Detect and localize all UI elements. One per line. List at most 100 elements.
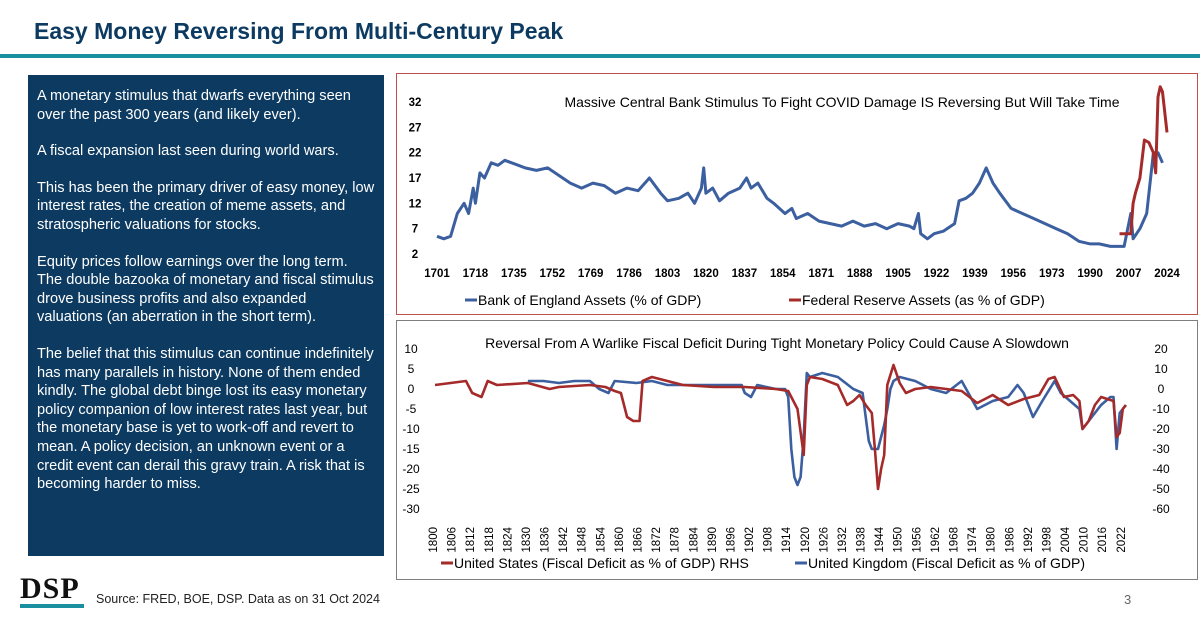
right-y-tick-label: -20 — [1152, 422, 1170, 436]
right-y-tick-label: 0 — [1158, 382, 1165, 396]
x-tick-label: 1956 — [1001, 268, 1027, 280]
x-tick-label: 1902 — [744, 527, 756, 553]
commentary-paragraph: This has been the primary driver of easy… — [37, 179, 375, 233]
x-tick-label: 2016 — [1097, 527, 1109, 553]
fed-assets-line — [1119, 85, 1169, 236]
x-tick-label: 1872 — [651, 527, 663, 553]
x-tick-label: 1938 — [856, 527, 868, 553]
y-tick-label: 17 — [409, 173, 422, 185]
y-tick-label: 22 — [409, 148, 422, 160]
right-y-tick-label: -10 — [1152, 402, 1170, 416]
chart-2-svg: Reversal From A Warlike Fiscal Deficit D… — [402, 335, 1170, 571]
right-y-tick-label: -40 — [1152, 462, 1170, 476]
x-tick-label: 1896 — [725, 527, 737, 553]
x-tick-label: 1926 — [818, 527, 830, 553]
x-tick-label: 1905 — [885, 268, 911, 280]
x-tick-label: 1932 — [837, 527, 849, 553]
left-y-tick-label: -5 — [406, 402, 417, 416]
x-tick-label: 2004 — [1060, 526, 1072, 552]
x-tick-label: 1854 — [770, 268, 796, 280]
y-tick-label: 7 — [412, 224, 418, 236]
x-tick-label: 2022 — [1116, 527, 1128, 553]
x-tick-label: 1752 — [539, 268, 565, 280]
boe-assets-line — [436, 151, 1164, 248]
page-title: Easy Money Reversing From Multi-Century … — [34, 18, 564, 44]
title-underline — [0, 54, 1200, 58]
x-tick-label: 1986 — [1004, 527, 1016, 553]
legend-label: Federal Reserve Assets (as % of GDP) — [802, 292, 1045, 308]
commentary-paragraph: Equity prices follow earnings over the l… — [37, 253, 374, 326]
x-tick-label: 1956 — [911, 527, 923, 553]
x-tick-label: 1854 — [595, 526, 607, 552]
y-tick-label: 2 — [412, 249, 418, 261]
x-tick-label: 1973 — [1039, 268, 1065, 280]
x-tick-label: 1890 — [707, 527, 719, 553]
right-y-tick-label: 20 — [1154, 342, 1168, 356]
commentary-paragraph: A monetary stimulus that dwarfs everythi… — [37, 88, 351, 123]
x-tick-label: 1848 — [577, 527, 589, 553]
commentary-panel: A monetary stimulus that dwarfs everythi… — [28, 75, 384, 556]
x-tick-label: 1974 — [967, 526, 979, 552]
page-number: 3 — [1124, 592, 1132, 607]
x-tick-label: 1939 — [962, 268, 988, 280]
x-tick-label: 1878 — [670, 527, 682, 553]
x-tick-label: 1836 — [540, 527, 552, 553]
left-y-tick-label: 10 — [404, 342, 418, 356]
x-tick-label: 1812 — [465, 527, 477, 553]
x-tick-label: 1718 — [463, 268, 489, 280]
uk-deficit-line — [527, 371, 1127, 487]
commentary-paragraph: The belief that this stimulus can contin… — [37, 345, 374, 493]
chart-2-title: Reversal From A Warlike Fiscal Deficit D… — [485, 335, 1069, 351]
legend-label: Bank of England Assets (% of GDP) — [478, 292, 701, 308]
source-note: Source: FRED, BOE, DSP. Data as on 31 Oc… — [96, 592, 380, 606]
x-tick-label: 1908 — [763, 527, 775, 553]
x-tick-label: 1962 — [930, 527, 942, 553]
x-tick-label: 1922 — [924, 268, 950, 280]
left-y-tick-label: 0 — [408, 382, 415, 396]
x-tick-label: 1888 — [847, 268, 873, 280]
chart-1-title: Massive Central Bank Stimulus To Fight C… — [564, 94, 1119, 110]
y-tick-label: 12 — [409, 198, 422, 210]
x-tick-label: 1914 — [781, 526, 793, 552]
left-y-tick-label: -10 — [402, 422, 420, 436]
y-tick-label: 32 — [409, 97, 422, 109]
right-y-tick-label: -30 — [1152, 442, 1170, 456]
commentary-paragraph: A fiscal expansion last seen during worl… — [37, 143, 339, 160]
x-tick-label: 1884 — [688, 526, 700, 552]
us-deficit-line — [434, 363, 1127, 491]
fiscal-deficit-chart: Reversal From A Warlike Fiscal Deficit D… — [396, 320, 1198, 580]
legend-label: United States (Fiscal Deficit as % of GD… — [454, 555, 749, 571]
central-bank-assets-chart: Massive Central Bank Stimulus To Fight C… — [396, 73, 1198, 315]
x-tick-label: 1824 — [502, 526, 514, 552]
x-tick-label: 1860 — [614, 527, 626, 553]
x-tick-label: 1992 — [1023, 527, 1035, 553]
right-y-tick-label: -60 — [1152, 502, 1170, 516]
x-tick-label: 1830 — [521, 527, 533, 553]
x-tick-label: 2024 — [1154, 268, 1180, 280]
x-tick-label: 1837 — [732, 268, 758, 280]
x-tick-label: 1820 — [693, 268, 719, 280]
y-tick-label: 27 — [409, 122, 422, 134]
x-tick-label: 1998 — [1041, 527, 1053, 553]
x-tick-label: 1800 — [428, 527, 440, 553]
dsp-logo: DSP — [20, 572, 80, 605]
x-tick-label: 1786 — [616, 268, 642, 280]
right-y-tick-label: -50 — [1152, 482, 1170, 496]
x-tick-label: 2007 — [1116, 268, 1142, 280]
right-y-tick-label: 10 — [1154, 362, 1168, 376]
legend-label: United Kingdom (Fiscal Deficit as % of G… — [808, 555, 1085, 571]
x-tick-label: 1980 — [986, 527, 998, 553]
left-y-tick-label: -20 — [402, 462, 420, 476]
x-tick-label: 1818 — [484, 527, 496, 553]
x-tick-label: 1842 — [558, 527, 570, 553]
x-tick-label: 1920 — [800, 527, 812, 553]
x-tick-label: 1769 — [578, 268, 604, 280]
x-tick-label: 1803 — [655, 268, 681, 280]
x-tick-label: 1968 — [949, 527, 961, 553]
x-tick-label: 2010 — [1079, 527, 1091, 553]
logo-underline — [20, 604, 84, 608]
x-tick-label: 1701 — [424, 268, 450, 280]
x-tick-label: 1950 — [893, 527, 905, 553]
x-tick-label: 1944 — [874, 526, 886, 552]
x-tick-label: 1990 — [1077, 268, 1103, 280]
